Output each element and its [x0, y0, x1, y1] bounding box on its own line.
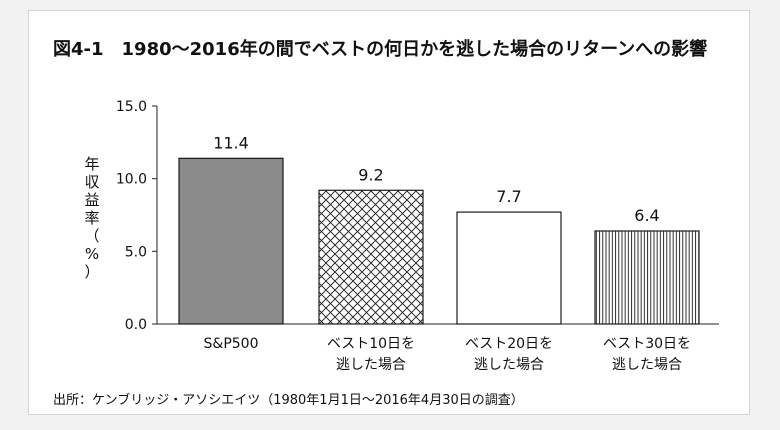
y-tick-label: 5.0 — [125, 244, 147, 260]
bar-marks: 11.4 9.2 7.7 6.4 — [178, 133, 700, 325]
source-note: 出所：ケンブリッジ・アソシエイツ（1980年1月1日～2016年4月30日の調査… — [53, 393, 524, 408]
chart-panel: 図4-1 1980～2016年の間でベストの何日かを逃した場合のリターンへの影響… — [28, 10, 750, 415]
x-category-label: 逃した場合 — [612, 357, 682, 373]
y-axis-label: 年収益率（%） — [84, 155, 99, 281]
x-category-label: S&P500 — [204, 336, 259, 352]
y-tick-label: 15.0 — [116, 99, 147, 115]
x-category-label: ベスト20日を — [465, 336, 553, 352]
x-category-label: 逃した場合 — [474, 357, 544, 373]
bar-value-label: 7.7 — [496, 187, 521, 206]
x-category-label: ベスト10日を — [327, 336, 415, 352]
bar — [178, 157, 284, 325]
bar — [456, 211, 562, 325]
x-category-label: 逃した場合 — [336, 357, 406, 373]
bar-value-label: 11.4 — [213, 133, 249, 152]
y-tick-label: 10.0 — [116, 172, 147, 188]
bar — [594, 230, 700, 325]
bar-value-label: 9.2 — [358, 165, 383, 184]
y-tick-label: 0.0 — [125, 317, 147, 333]
chart-title: 図4-1 1980～2016年の間でベストの何日かを逃した場合のリターンへの影響 — [53, 39, 708, 60]
bar — [318, 189, 424, 325]
bar-value-label: 6.4 — [634, 206, 659, 225]
x-category-label: ベスト30日を — [603, 336, 691, 352]
